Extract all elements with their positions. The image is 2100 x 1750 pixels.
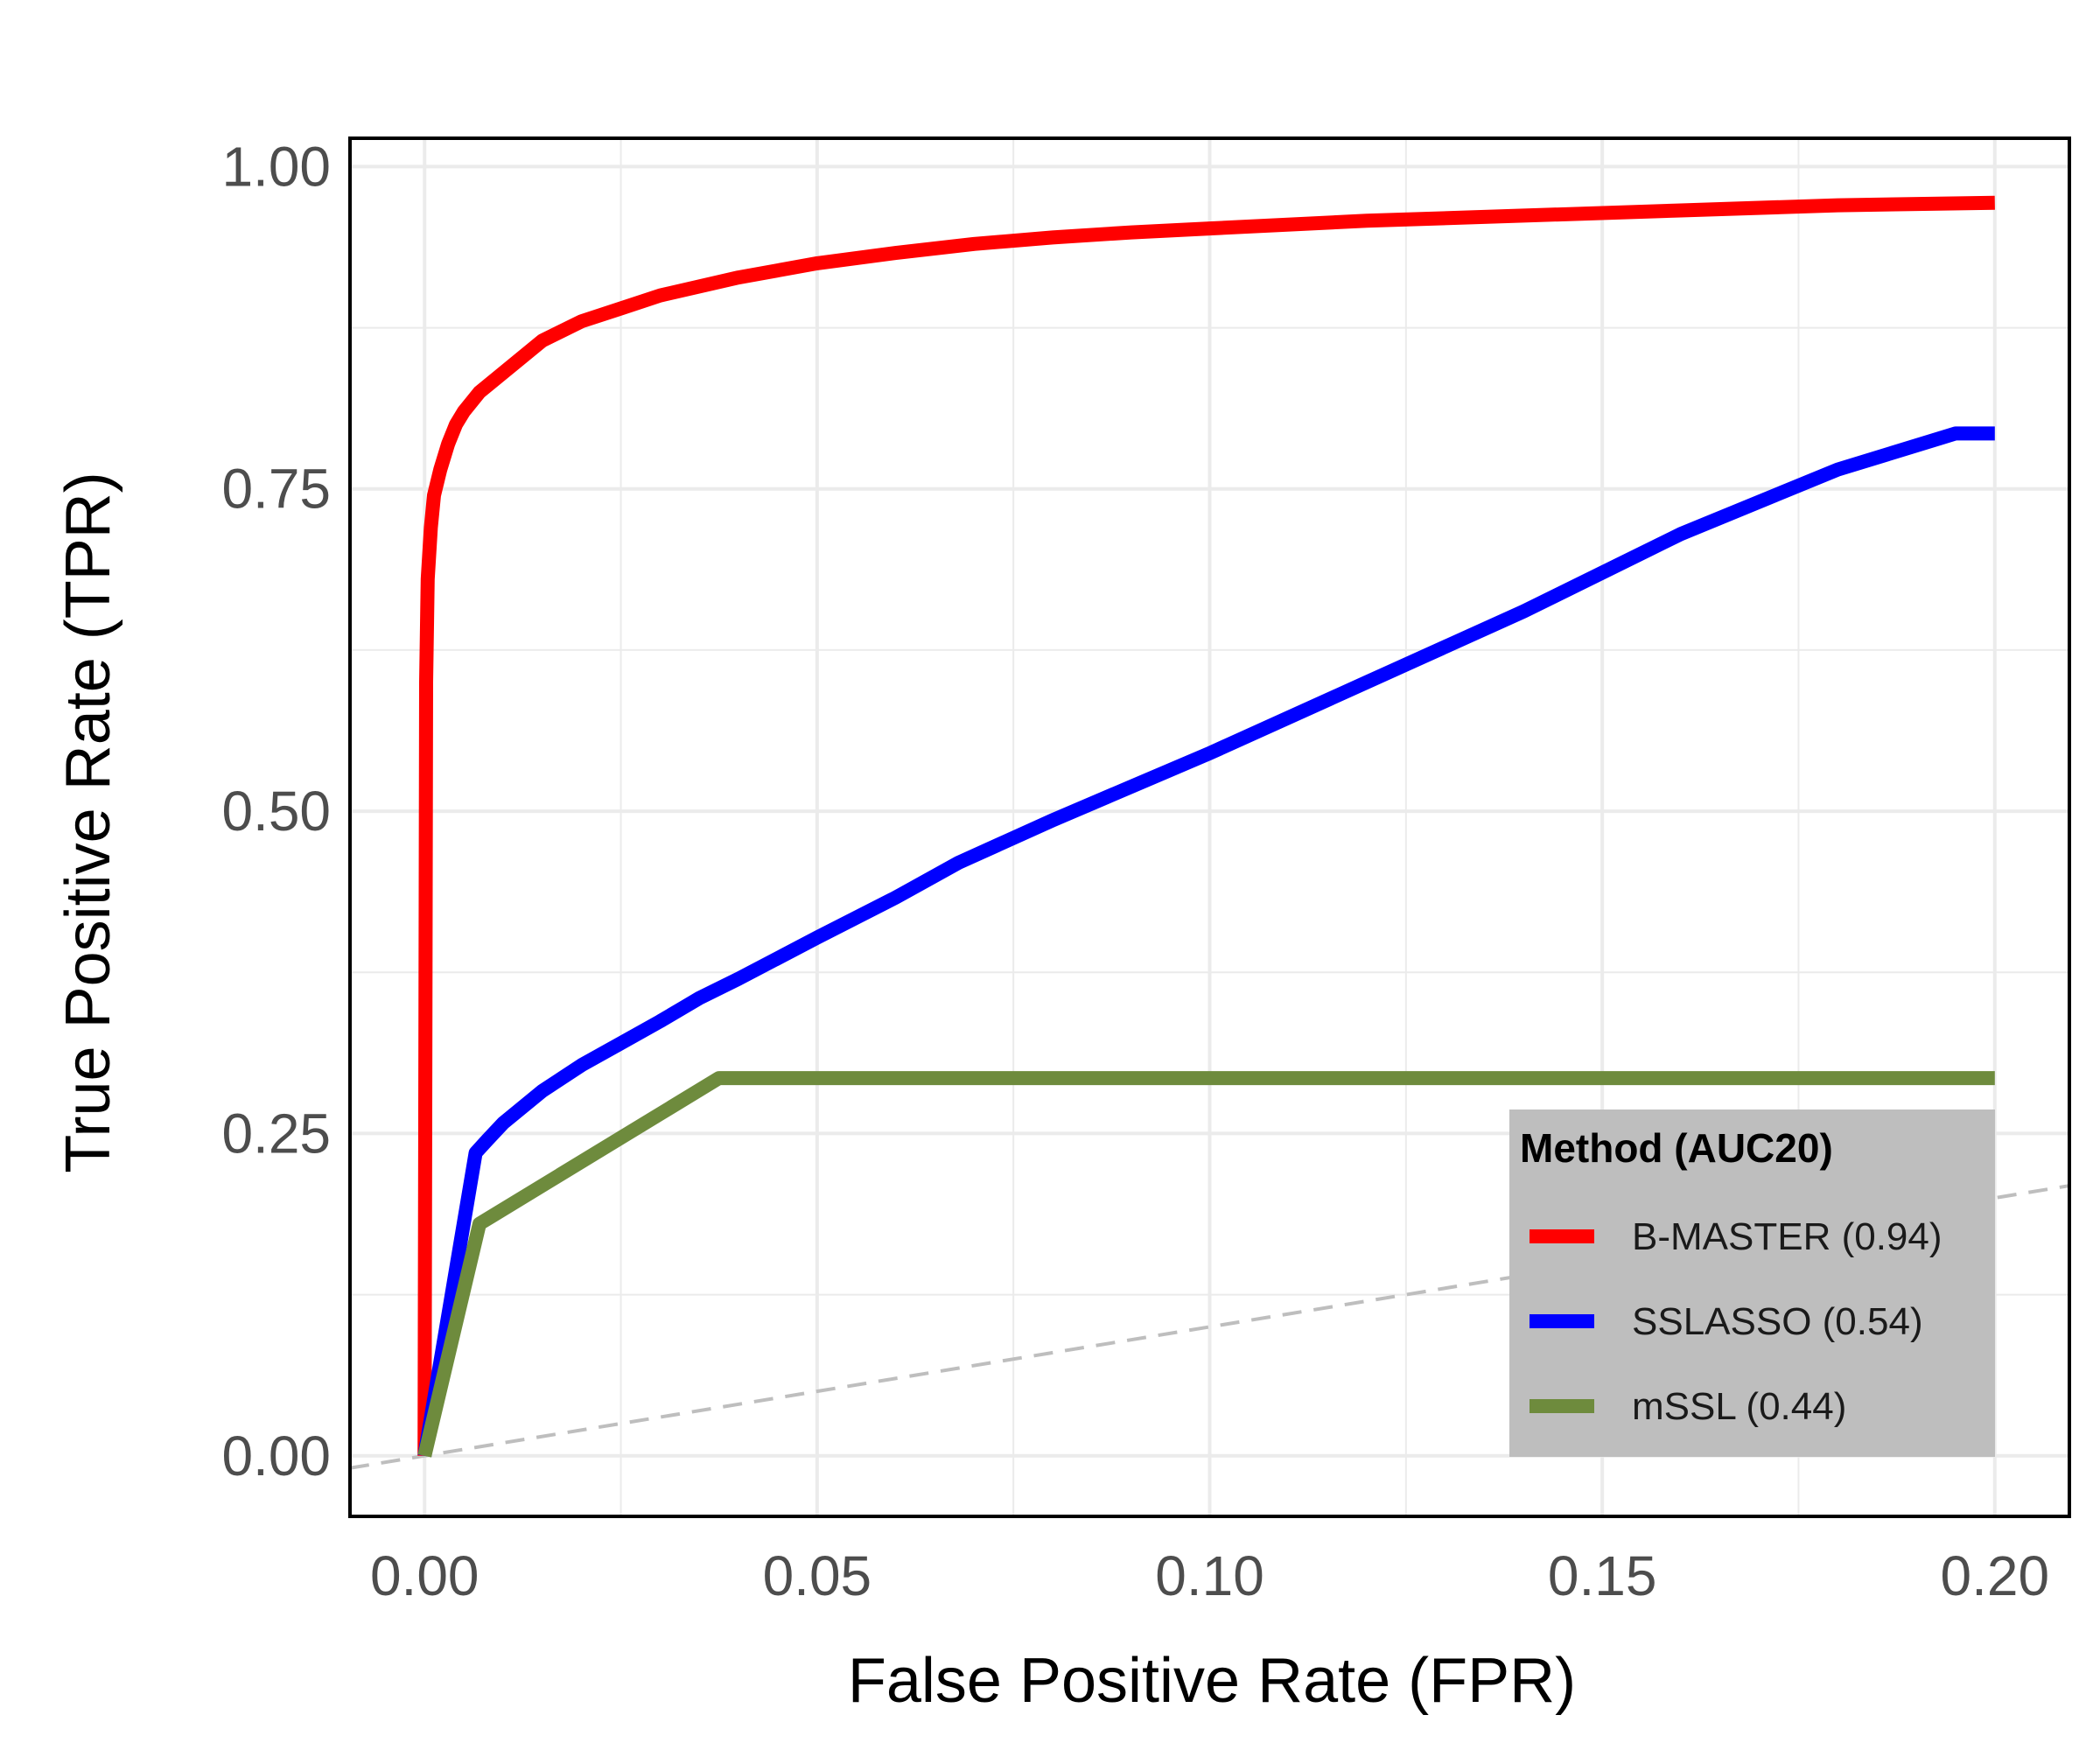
y-tick-label: 0.00: [221, 1424, 331, 1488]
legend-title: Method (AUC20): [1520, 1125, 1833, 1171]
y-tick-label: 0.25: [221, 1102, 331, 1165]
legend: Method (AUC20) B-MASTER (0.94) SSLASSO (0…: [1509, 1110, 1995, 1457]
y-tick-labels: 0.00 0.25 0.50 0.75 1.00: [221, 135, 331, 1487]
series-line-0: [417, 195, 1995, 1456]
x-tick-labels: 0.00 0.05 0.10 0.15 0.20: [370, 1544, 2049, 1607]
panel-border: [348, 136, 2071, 1518]
y-axis-title: True Positive Rate (TPR): [53, 472, 123, 1173]
legend-label-2: mSSL (0.44): [1632, 1385, 1846, 1428]
x-tick-label: 0.10: [1155, 1544, 1264, 1607]
x-tick-label: 0.05: [763, 1544, 872, 1607]
x-tick-label: 0.00: [370, 1544, 480, 1607]
series-line-2: [417, 1071, 1995, 1458]
y-tick-label: 0.75: [221, 458, 331, 521]
y-tick-label: 1.00: [221, 135, 331, 198]
series-line-1: [417, 426, 1995, 1458]
x-axis-title: False Positive Rate (FPR): [848, 1646, 1576, 1716]
legend-label-1: SSLASSO (0.54): [1632, 1300, 1923, 1343]
legend-label-0: B-MASTER (0.94): [1632, 1215, 1942, 1258]
x-tick-label: 0.15: [1548, 1544, 1657, 1607]
legend-background: [1509, 1110, 1995, 1457]
series-lines: [417, 195, 1995, 1458]
y-tick-label: 0.50: [221, 780, 331, 843]
x-tick-label: 0.20: [1940, 1544, 2049, 1607]
